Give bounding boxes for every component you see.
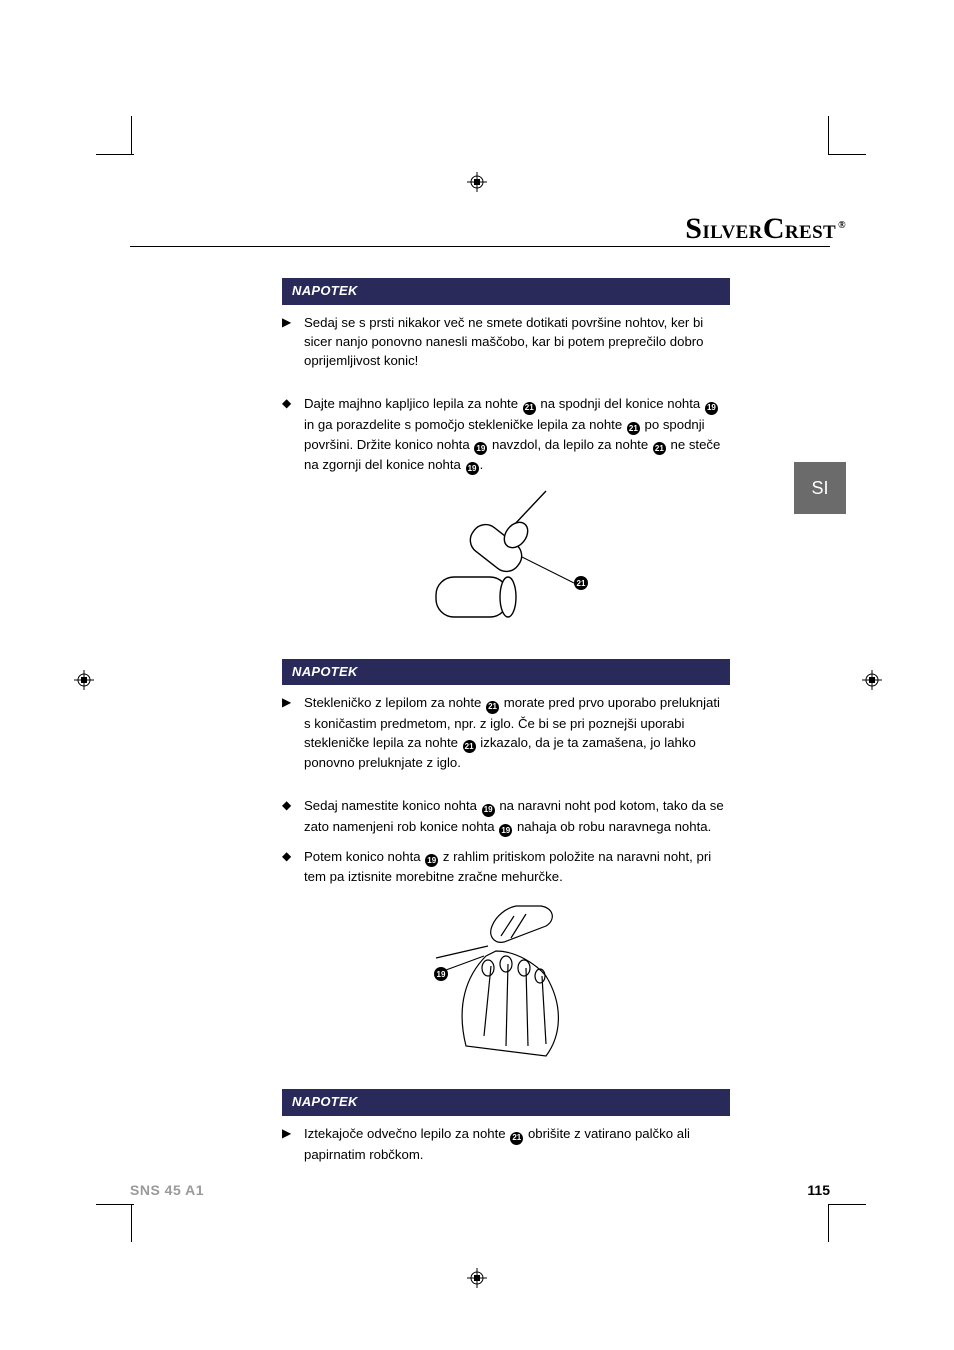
diamond-icon: ◆ <box>282 796 296 837</box>
crop-mark <box>828 154 866 155</box>
page-footer: SNS 45 A1 115 <box>130 1182 830 1198</box>
ref-badge: 21 <box>627 422 640 435</box>
registration-mark-icon <box>467 1268 487 1293</box>
crop-mark <box>96 1204 134 1205</box>
page-content: NAPOTEK ▶ Sedaj se s prsti nikakor več n… <box>282 278 730 1188</box>
note-text: Iztekajoče odvečno lepilo za nohte 21 ob… <box>304 1124 730 1163</box>
triangle-right-icon: ▶ <box>282 693 296 772</box>
ref-badge: 19 <box>499 824 512 837</box>
diamond-icon: ◆ <box>282 394 296 475</box>
note-item: ▶ Sedaj se s prsti nikakor več ne smete … <box>282 313 730 370</box>
diamond-icon: ◆ <box>282 847 296 886</box>
figure-hand-nail: 19 <box>282 896 730 1071</box>
crop-mark <box>96 154 134 155</box>
triangle-right-icon: ▶ <box>282 1124 296 1163</box>
ref-badge: 19 <box>474 442 487 455</box>
instruction-item: ◆ Potem konico nohta 19 z rahlim pritisk… <box>282 847 730 886</box>
note-heading: NAPOTEK <box>282 1089 730 1116</box>
ref-badge: 19 <box>705 402 718 415</box>
language-tab: SI <box>794 462 846 514</box>
figure-glue-bottle: 21 <box>282 485 730 640</box>
note-heading: NAPOTEK <box>282 278 730 305</box>
registration-mark-icon <box>467 172 487 197</box>
ref-badge: 19 <box>425 854 438 867</box>
header-rule <box>130 246 830 247</box>
triangle-right-icon: ▶ <box>282 313 296 370</box>
instruction-text: Potem konico nohta 19 z rahlim pritiskom… <box>304 847 730 886</box>
crop-mark <box>131 116 132 154</box>
crop-mark <box>828 1204 829 1242</box>
svg-text:19: 19 <box>437 970 446 979</box>
crop-mark <box>131 1204 132 1242</box>
crop-mark <box>828 1204 866 1205</box>
page-number: 115 <box>807 1182 830 1198</box>
brand-logo: SilverCrest® <box>685 212 846 246</box>
note-text: Stekleničko z lepilom za nohte 21 morate… <box>304 693 730 772</box>
ref-badge: 19 <box>466 462 479 475</box>
note-item: ▶ Iztekajoče odvečno lepilo za nohte 21 … <box>282 1124 730 1163</box>
ref-badge: 21 <box>523 402 536 415</box>
instruction-text: Sedaj namestite konico nohta 19 na narav… <box>304 796 730 837</box>
ref-badge: 21 <box>653 442 666 455</box>
note-heading: NAPOTEK <box>282 659 730 686</box>
registration-mark-icon <box>862 670 882 695</box>
ref-badge: 19 <box>482 804 495 817</box>
registration-mark-icon <box>74 670 94 695</box>
ref-badge: 21 <box>463 740 476 753</box>
instruction-item: ◆ Dajte majhno kapljico lepila za nohte … <box>282 394 730 475</box>
note-item: ▶ Stekleničko z lepilom za nohte 21 mora… <box>282 693 730 772</box>
instruction-item: ◆ Sedaj namestite konico nohta 19 na nar… <box>282 796 730 837</box>
instruction-text: Dajte majhno kapljico lepila za nohte 21… <box>304 394 730 475</box>
model-number: SNS 45 A1 <box>130 1182 204 1198</box>
svg-text:21: 21 <box>577 579 586 588</box>
crop-mark <box>828 116 829 154</box>
ref-badge: 21 <box>486 701 499 714</box>
ref-badge: 21 <box>510 1132 523 1145</box>
note-text: Sedaj se s prsti nikakor več ne smete do… <box>304 313 730 370</box>
